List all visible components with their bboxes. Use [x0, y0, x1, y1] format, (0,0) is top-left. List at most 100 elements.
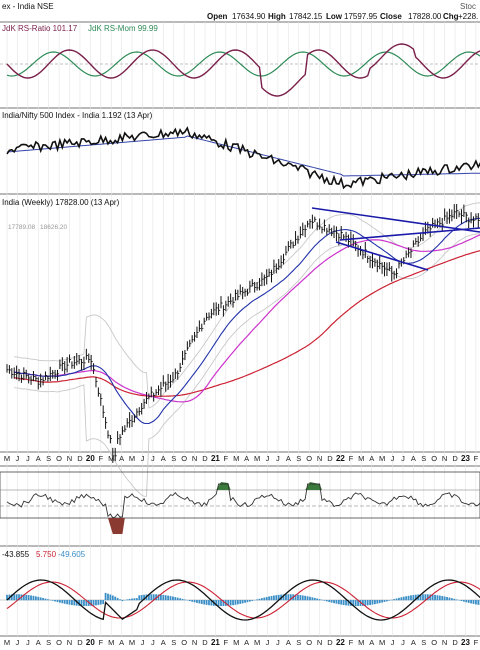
- x-tick-label: O: [306, 638, 312, 647]
- x-tick-label: J: [16, 638, 20, 647]
- macd-hist-bar: [443, 596, 446, 601]
- macd-hist-bar: [429, 594, 432, 601]
- x-tick-label: O: [431, 454, 437, 463]
- macd-hist-bar: [179, 598, 182, 601]
- x-tick-label: M: [358, 638, 364, 647]
- rs-mom-line: [6, 51, 480, 77]
- x-tick-label: 21: [211, 638, 220, 647]
- macd-hist-bar: [446, 597, 448, 601]
- macd-hist-bar: [248, 600, 251, 602]
- macd-hist-bar: [450, 598, 453, 601]
- macd-hist-bar: [376, 600, 379, 604]
- bollinger-lower: [14, 233, 480, 497]
- macd-hist-bar: [448, 597, 451, 601]
- macd-hist-bar: [119, 599, 121, 601]
- macd-hist-bar: [229, 600, 232, 606]
- x-tick-label: A: [36, 454, 41, 463]
- macd-signal-line: [6, 581, 480, 619]
- macd-hist-bar: [25, 594, 28, 601]
- relative-strength-line: [6, 126, 480, 190]
- macd-hist-bar: [131, 598, 133, 601]
- x-tick-label: F: [98, 638, 103, 647]
- x-tick-label: D: [327, 454, 333, 463]
- macd-hist-bar: [301, 595, 304, 601]
- macd-hist-bar: [357, 600, 359, 607]
- macd-hist-bar: [59, 600, 61, 603]
- x-tick-label: N: [442, 638, 447, 647]
- macd-hist-bar: [460, 600, 463, 602]
- macd-hist-bar: [236, 600, 239, 605]
- osc-oversold-fill: [107, 518, 125, 534]
- macd-hist-bar: [210, 600, 213, 606]
- macd-hist-bar: [138, 595, 141, 601]
- macd-hist-bar: [345, 600, 347, 606]
- trendlines: [311, 207, 480, 271]
- x-tick-label: J: [141, 454, 145, 463]
- x-tick-label: A: [119, 454, 124, 463]
- x-tick-label: J: [401, 454, 405, 463]
- macd-hist-bar: [85, 600, 88, 607]
- x-tick-label: N: [442, 454, 447, 463]
- macd-hist-bar: [263, 597, 266, 601]
- macd-value: -43.855: [2, 550, 30, 559]
- x-tick-label: M: [4, 454, 10, 463]
- macd-hist-bar: [196, 600, 198, 603]
- macd-hist-bar: [414, 594, 417, 601]
- x-tick-label: O: [181, 638, 187, 647]
- macd-hist-bar: [152, 594, 155, 601]
- macd-hist-bar: [251, 600, 254, 601]
- macd-hist-bar: [157, 594, 160, 601]
- macd-hist-bar: [73, 600, 76, 606]
- macd-hist-bar: [434, 594, 436, 601]
- macd-hist-bar: [200, 600, 203, 604]
- x-tick-label: J: [151, 638, 155, 647]
- macd-hist-bar: [328, 600, 331, 602]
- x-tick-label: O: [306, 454, 312, 463]
- macd-hist-bar: [381, 600, 384, 603]
- macd-hist-bar: [46, 599, 49, 601]
- x-tick-label: O: [431, 638, 437, 647]
- x-axis-top: M J J A S O N D 20 F M A M J J A S O N D 21 F M A M J J A S O N D 22 F M A M…: [4, 454, 479, 463]
- macd-hist-bar: [109, 594, 112, 601]
- macd-hist-bar: [10, 594, 13, 601]
- macd-hist-bar: [135, 598, 138, 601]
- macd-hist-bar: [184, 599, 186, 601]
- x-tick-label: A: [286, 638, 291, 647]
- macd-hist-bar: [455, 599, 458, 601]
- macd-hist-bar: [164, 595, 167, 601]
- macd-hist-bar: [342, 600, 345, 606]
- x-tick-label: 20: [86, 454, 95, 463]
- x-tick-label: A: [411, 454, 416, 463]
- macd-hist-value: -49.605: [58, 550, 86, 559]
- macd-hist-bar: [102, 600, 105, 605]
- macd-hist-bar: [273, 595, 275, 601]
- macd-hist-bar: [121, 600, 124, 602]
- macd-hist-bar: [208, 600, 210, 606]
- macd-hist-bar: [30, 595, 32, 601]
- x-tick-label: D: [327, 638, 333, 647]
- trendline-upper: [311, 207, 480, 233]
- x-tick-label: D: [452, 638, 458, 647]
- macd-hist-bar: [419, 594, 422, 601]
- x-tick-label: A: [244, 638, 249, 647]
- macd-hist-bar: [323, 600, 326, 601]
- macd-hist-bar: [42, 597, 44, 601]
- macd-hist-bar: [475, 600, 477, 605]
- macd-hist-bar: [412, 595, 415, 601]
- macd-hist-bar: [215, 600, 218, 606]
- macd-hist-bar: [172, 596, 174, 601]
- x-tick-label: A: [244, 454, 249, 463]
- x-tick-label: S: [296, 454, 301, 463]
- high-value: 17842.15: [289, 12, 323, 21]
- macd-hist-bar: [424, 594, 427, 601]
- x-tick-label: D: [77, 454, 83, 463]
- macd-hist-bar: [470, 600, 472, 604]
- brand-logo: Stoc: [460, 2, 476, 11]
- macd-hist-bar: [369, 600, 371, 605]
- x-tick-label: J: [141, 638, 145, 647]
- macd-hist-bar: [364, 600, 367, 606]
- macd-hist-bar: [116, 597, 119, 601]
- macd-hist-bar: [477, 600, 480, 605]
- trendline-lower: [335, 241, 429, 271]
- macd-hist-bar: [333, 600, 335, 604]
